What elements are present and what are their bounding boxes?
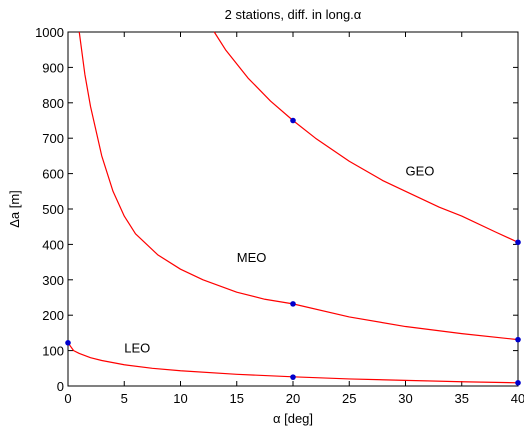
- x-tick-label: 5: [121, 391, 128, 406]
- y-tick-label: 0: [57, 379, 64, 394]
- x-tick-label: 10: [173, 391, 187, 406]
- data-point-geo: [290, 117, 296, 124]
- series-lines: [67, 31, 519, 384]
- annotation-meo: MEO: [237, 250, 267, 265]
- x-tick-label: 30: [398, 391, 412, 406]
- series-line-meo: [78, 31, 519, 341]
- x-tick-label: 20: [286, 391, 300, 406]
- data-point-meo: [290, 301, 296, 307]
- data-point-meo: [515, 336, 521, 343]
- x-tick-label: 40: [511, 391, 524, 406]
- annotation-leo: LEO: [124, 340, 150, 355]
- series-line-geo: [213, 31, 519, 243]
- y-tick-label: 600: [42, 167, 64, 182]
- chart-title: 2 stations, diff. in long.α: [225, 7, 362, 22]
- y-tick-label: 500: [42, 202, 64, 217]
- y-tick-label: 800: [42, 96, 64, 111]
- plot-frame: [67, 31, 519, 387]
- y-tick-label: 400: [42, 237, 64, 252]
- x-tick-label: 15: [230, 391, 244, 406]
- data-point-leo: [515, 380, 521, 386]
- x-tick-label: 35: [455, 391, 469, 406]
- y-tick-label: 100: [42, 344, 64, 359]
- data-point-leo: [65, 340, 71, 346]
- annotation-geo: GEO: [406, 163, 435, 178]
- y-tick-label: 200: [42, 308, 64, 323]
- annotations: LEO MEO GEO: [124, 163, 434, 355]
- y-tick-label: 700: [42, 131, 64, 146]
- y-tick-label: 1000: [35, 25, 64, 40]
- y-axis-label: Δa [m]: [7, 190, 22, 228]
- data-point-geo: [515, 239, 521, 246]
- x-axis-label: α [deg]: [273, 411, 313, 426]
- y-tick-label: 900: [42, 60, 64, 75]
- x-tick-label: 0: [64, 391, 71, 406]
- y-tick-label: 300: [42, 273, 64, 288]
- axis-ticks: 0 5 10 15 20 25 30 35 40010020030040050060070080…: [35, 25, 524, 406]
- x-tick-label: 25: [342, 391, 356, 406]
- series-markers: [65, 117, 521, 386]
- series-line-leo: [67, 342, 519, 384]
- data-point-leo: [290, 374, 296, 380]
